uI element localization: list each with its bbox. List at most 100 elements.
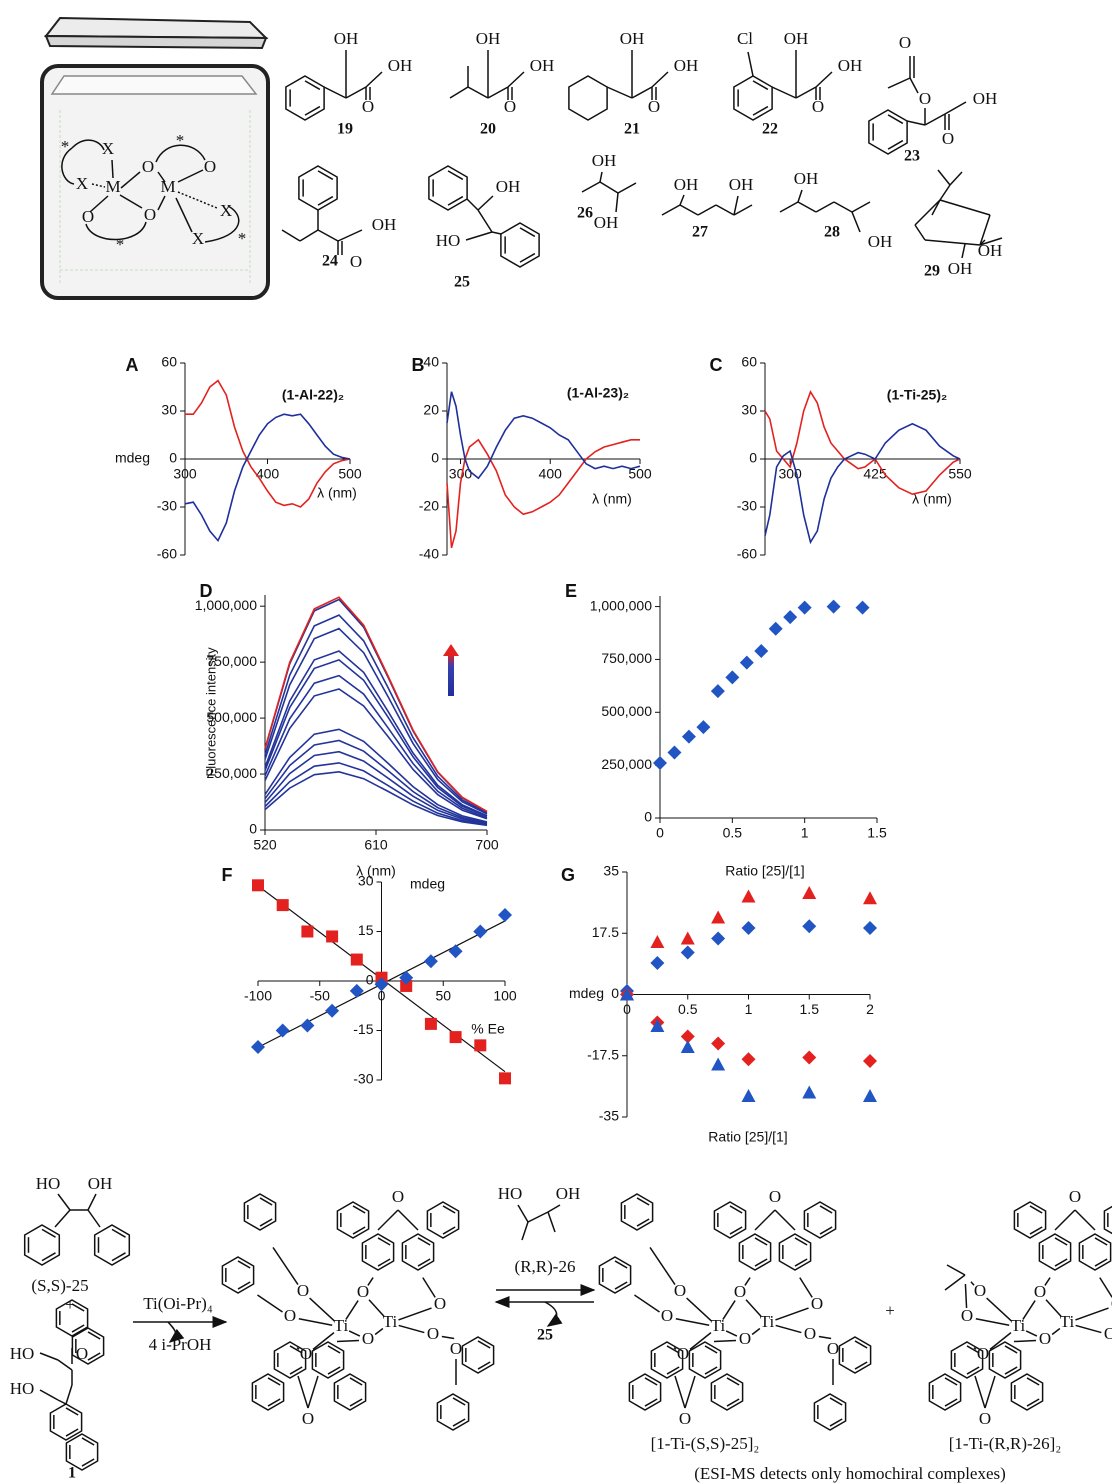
bond [378,1210,398,1230]
atom-label: OH [88,1174,113,1193]
atom-label: O [769,1187,781,1206]
bond [698,205,716,215]
ring [779,1234,810,1270]
cage-atom: * [176,131,185,150]
bond [600,182,618,193]
ring-bond [1027,1378,1039,1385]
y-tick-label: 500,000 [601,703,652,719]
ring-bond [855,1341,867,1348]
marker-square [301,926,313,938]
marker-diamond [802,1051,816,1065]
ring-bond [478,1362,490,1369]
atom-label: Ti [760,1312,775,1331]
atom-label: O [76,1344,88,1363]
x-tick-label: 700 [475,837,499,853]
ring-bond [238,1261,250,1268]
bond [680,205,698,215]
ring-bond [350,1378,362,1385]
y-tick-label: -30 [157,498,177,514]
marker-diamond [827,600,841,614]
atom-label: O [1039,1329,1051,1348]
ring-bond [1027,1399,1039,1406]
y-tick-label: 35 [603,863,619,879]
ring-bond [645,1399,657,1406]
ring-bond [795,1238,807,1245]
ring [734,76,772,120]
cage-atom: * [61,137,70,156]
y-tick-label: 30 [358,873,374,889]
ring-bond [112,1253,126,1261]
bond [369,1300,384,1317]
marker-diamond [783,610,797,624]
atom-label: O [679,1409,691,1428]
y-tick-label: -60 [737,546,757,562]
y-tick-label: -60 [157,546,177,562]
ring [337,1202,368,1238]
atom-label: O [739,1329,751,1348]
bond [1026,1331,1037,1336]
ring-bond [418,1259,430,1266]
ring [437,1394,468,1430]
x-axis-label: λ (nm) [592,491,632,507]
bond [940,185,950,200]
compound-number: 19 [337,121,353,138]
ring-bond [418,1238,430,1245]
marker-diamond [802,919,816,933]
atom-label: OH [594,213,619,232]
bond [915,225,925,240]
bond [618,183,636,193]
atom-label: O [357,1282,369,1301]
y-axis-label: mdeg [115,450,150,466]
atom-label: Ti [1011,1316,1026,1335]
ring [1039,1234,1070,1270]
ring-bond [66,1429,78,1436]
x-tick-label: 1.5 [800,1001,820,1017]
atom-label: OH [838,56,863,75]
ring-bond [1095,1238,1107,1245]
atom-label: O [427,1324,439,1343]
compound-number: 22 [762,121,778,138]
atom-label: HO [10,1344,35,1363]
x-tick-label: 400 [539,466,563,482]
x-tick-label: 50 [435,988,451,1004]
bond [962,244,965,258]
marker-diamond [798,601,812,615]
ring-bond [820,1206,832,1213]
ring-bond [967,1367,979,1374]
ring [222,1257,253,1293]
bond [772,87,796,98]
atom-label: Cl [737,29,753,48]
bond [746,1300,761,1317]
bond [298,1376,308,1408]
trend-arrow [448,654,454,696]
ring [429,166,467,210]
bond [318,230,338,241]
atom-label: O [979,1409,991,1428]
bond [940,200,990,215]
ring-bond [305,107,320,116]
atom-label: O [450,1339,462,1358]
ring-bond [453,1419,465,1426]
bond [1076,1325,1102,1332]
plus: + [885,1301,895,1320]
bond [478,196,493,210]
ring-bond [705,1367,717,1374]
bond [816,202,834,212]
bond [775,1210,795,1230]
bond [687,1298,712,1321]
marker-diamond [863,921,877,935]
bond [600,172,602,182]
atom-label: O [362,97,374,116]
cage-atom: * [238,229,247,248]
compound-number: 28 [824,224,840,241]
marker-triangle [802,1086,816,1099]
atom-label: OH [868,232,893,251]
reagent: Ti(Oi-Pr)₄ [143,1294,213,1313]
compound-number: 26 [577,205,593,222]
y-tick-label: 0 [366,972,374,988]
marker-diamond [742,921,756,935]
marker-triangle [711,1058,725,1071]
cage-atom: O [142,157,154,176]
bond [338,230,362,241]
bond [925,240,980,245]
